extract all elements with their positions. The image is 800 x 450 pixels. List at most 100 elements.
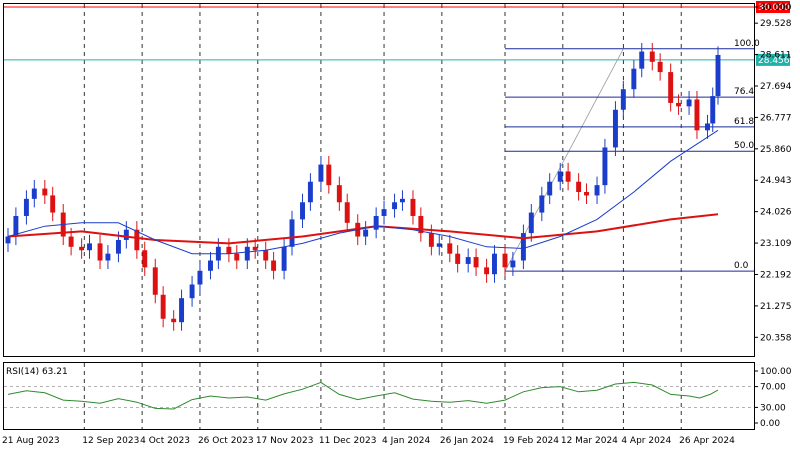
moving-averages <box>7 129 719 255</box>
rsi-title: RSI(14) 63.21 <box>6 367 68 377</box>
resistance-tag <box>756 1 790 13</box>
candle-body <box>142 250 148 268</box>
candle-body <box>539 195 545 213</box>
candle-body <box>502 253 508 268</box>
candle-body <box>649 51 655 62</box>
current-price-tag <box>756 53 790 66</box>
candle-body <box>520 233 526 261</box>
candle-body <box>87 243 92 251</box>
candle-body <box>105 253 111 261</box>
candle-body <box>639 51 645 69</box>
candle-body <box>631 68 637 90</box>
candle-body <box>263 250 269 261</box>
fib-level-label: 50.0 <box>734 141 754 151</box>
candle-body <box>594 185 600 196</box>
price-tick-label: 20.358 <box>760 333 792 343</box>
candle-body <box>410 198 416 216</box>
price-axis: 30.000 29.528 28.611 27.694 26.777 25.860 24.9… <box>754 3 792 343</box>
fib-level-label: 61.8 <box>734 117 754 127</box>
grid <box>83 4 682 429</box>
candle-body <box>5 236 11 244</box>
candle-body <box>23 198 29 216</box>
candle-body <box>363 229 369 237</box>
date-tick-label: 12 Mar 2024 <box>561 436 618 446</box>
candle-body <box>50 195 56 213</box>
candle-body <box>42 188 48 196</box>
date-axis: 21 Aug 2023 12 Sep 2023 4 Oct 2023 26 Oct 2… <box>2 436 735 446</box>
rsi-tick-label: 70.00 <box>760 383 786 393</box>
date-tick-label: 4 Apr 2024 <box>621 436 671 446</box>
date-tick-label: 17 Nov 2023 <box>256 436 314 446</box>
candle-body <box>694 99 700 131</box>
price-tick-label: 21.275 <box>760 302 792 312</box>
candle-body <box>97 243 103 261</box>
candle-body <box>715 54 721 97</box>
price-tick-label: 24.943 <box>760 176 792 186</box>
rsi-panel-frame <box>3 362 755 430</box>
candle-body <box>123 229 129 240</box>
candle-body <box>115 239 121 254</box>
candle-body <box>399 198 405 203</box>
candle-body <box>326 164 332 186</box>
price-tick-label: 25.860 <box>760 145 792 155</box>
price-tick-label: 22.192 <box>760 270 792 280</box>
price-tick-label: 30.000 <box>760 3 792 13</box>
date-tick-label: 11 Dec 2023 <box>319 436 377 446</box>
date-tick-label: 4 Jan 2024 <box>382 436 430 446</box>
candle-body <box>455 253 461 264</box>
candle-body <box>160 294 166 319</box>
fib-level-label: 76.4 <box>734 87 754 97</box>
candle-body <box>657 61 663 73</box>
candle-body <box>307 181 313 203</box>
candle-body <box>79 246 85 251</box>
candle-body <box>68 236 74 247</box>
candle-body <box>576 181 582 192</box>
candle-body <box>234 253 240 261</box>
fib-level-label: 0.0 <box>734 261 749 271</box>
candle-body <box>705 123 710 131</box>
candle-body <box>189 284 195 299</box>
fib-level-label: 100.0 <box>734 39 760 49</box>
date-tick-label: 26 Apr 2024 <box>679 436 735 446</box>
price-tick-label: 29.528 <box>760 19 792 29</box>
candle-body <box>381 209 387 216</box>
candle-body <box>271 260 277 271</box>
candle-body <box>134 229 140 251</box>
candle-body <box>318 164 324 182</box>
candle-body <box>710 96 716 124</box>
current-price-label: 28.456 <box>758 56 790 66</box>
rsi-line <box>7 381 719 410</box>
candle-body <box>565 171 571 182</box>
candle-body <box>447 243 453 254</box>
candle-body <box>602 147 608 186</box>
price-tick-label: 26.777 <box>760 113 792 123</box>
fast-moving-average <box>7 129 719 255</box>
candle-body <box>686 99 692 107</box>
candle-body <box>465 257 471 264</box>
candle-body <box>668 72 674 103</box>
date-tick-label: 19 Feb 2024 <box>503 436 559 446</box>
candle-body <box>418 215 424 234</box>
date-tick-label: 21 Aug 2023 <box>2 436 60 446</box>
resistance-label: 30.000 <box>758 3 790 13</box>
candle-body <box>171 318 177 323</box>
candle-body <box>557 171 563 182</box>
candle-body <box>197 270 203 285</box>
candle-body <box>344 202 350 223</box>
candles <box>5 42 721 331</box>
candle-body <box>373 215 379 230</box>
candle-body <box>252 246 258 251</box>
candle-body <box>244 246 250 261</box>
candle-body <box>584 191 589 196</box>
rsi-indicator: 100.00 70.00 30.00 0.00 <box>4 367 792 429</box>
candle-body <box>289 219 295 247</box>
candle-body <box>436 243 442 247</box>
rsi-tick-label: 100.00 <box>760 367 792 377</box>
price-tick-label: 28.611 <box>760 51 792 61</box>
candle-body <box>428 233 434 247</box>
candle-body <box>31 188 37 199</box>
candle-body <box>547 181 553 196</box>
candle-body <box>179 298 185 323</box>
candle-body <box>620 89 626 110</box>
